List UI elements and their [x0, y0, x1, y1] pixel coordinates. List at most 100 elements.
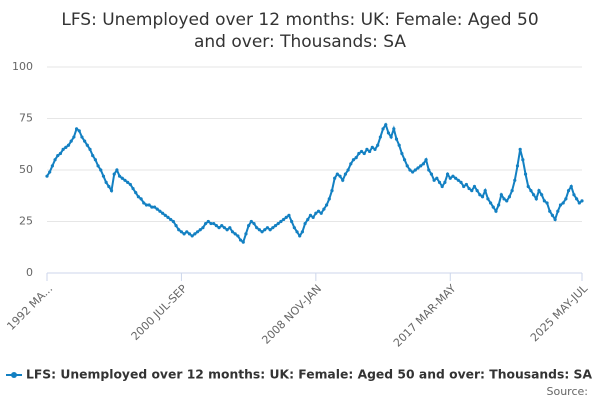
point [575, 197, 579, 201]
point [268, 228, 272, 232]
point [373, 147, 377, 151]
source: Source: [547, 385, 589, 398]
point [445, 172, 450, 176]
point [405, 164, 409, 168]
point [502, 197, 506, 201]
point [238, 238, 243, 242]
point [343, 172, 348, 176]
point [187, 232, 192, 236]
point [354, 156, 358, 160]
point [112, 172, 116, 176]
point [572, 193, 576, 197]
point [214, 224, 218, 228]
point [359, 149, 364, 154]
point [580, 199, 584, 203]
point [507, 195, 512, 199]
point [150, 205, 154, 209]
point [505, 199, 509, 203]
point [534, 197, 538, 201]
point [69, 139, 73, 143]
point [134, 191, 138, 195]
point [174, 224, 178, 228]
point [228, 226, 232, 230]
point [483, 189, 487, 193]
point [419, 164, 423, 168]
point [335, 172, 339, 176]
point [475, 189, 479, 193]
point [378, 135, 382, 139]
point [324, 203, 329, 207]
point [341, 178, 345, 182]
point [236, 234, 240, 238]
point [451, 174, 455, 178]
point [432, 178, 436, 182]
point [357, 151, 361, 156]
point [370, 145, 374, 149]
point [322, 207, 326, 211]
point [230, 230, 235, 234]
point [220, 224, 224, 228]
point [284, 215, 288, 219]
point [195, 230, 200, 234]
point [185, 230, 189, 234]
point [83, 139, 87, 143]
point [389, 135, 393, 139]
point [255, 226, 259, 230]
point [72, 135, 76, 139]
point [271, 226, 275, 230]
point [540, 193, 544, 197]
point [128, 182, 132, 187]
point [193, 232, 197, 236]
x-tick-label: 2017 MAR-MAY [391, 282, 459, 350]
point [478, 193, 482, 197]
point [155, 207, 159, 211]
point [550, 213, 555, 217]
point [265, 226, 270, 230]
point [427, 168, 431, 172]
point [212, 221, 216, 226]
point [333, 176, 337, 180]
point [209, 221, 213, 226]
x-tick-label: 2008 NOV-JAN [259, 282, 324, 347]
point [499, 193, 503, 197]
point [142, 201, 146, 205]
point [311, 215, 315, 219]
point [459, 180, 463, 184]
point [437, 180, 442, 184]
point [384, 123, 388, 127]
point [171, 219, 175, 224]
point [400, 151, 404, 156]
point [247, 224, 251, 228]
point [494, 209, 498, 213]
point [300, 230, 305, 234]
chart-title: LFS: Unemployed over 12 months: UK: Fema… [61, 10, 538, 30]
point [306, 217, 310, 222]
point [117, 174, 122, 178]
point [365, 147, 369, 151]
point [362, 151, 366, 156]
point [109, 189, 114, 193]
y-tick-label: 75 [19, 112, 33, 125]
point [263, 228, 267, 232]
point [488, 201, 493, 205]
point [429, 172, 434, 176]
point [147, 203, 151, 207]
y-tick-label: 25 [19, 215, 33, 228]
point [136, 195, 141, 199]
point [480, 195, 485, 199]
point [394, 137, 399, 141]
point [158, 209, 162, 213]
point [491, 205, 495, 209]
point [56, 153, 60, 158]
point [144, 203, 149, 207]
point [381, 127, 385, 131]
point [198, 228, 202, 232]
point [45, 174, 49, 178]
point [368, 149, 372, 154]
point [177, 228, 181, 232]
point [101, 174, 106, 178]
point [74, 127, 79, 131]
point [464, 182, 468, 187]
point [48, 170, 52, 174]
point [545, 201, 549, 205]
